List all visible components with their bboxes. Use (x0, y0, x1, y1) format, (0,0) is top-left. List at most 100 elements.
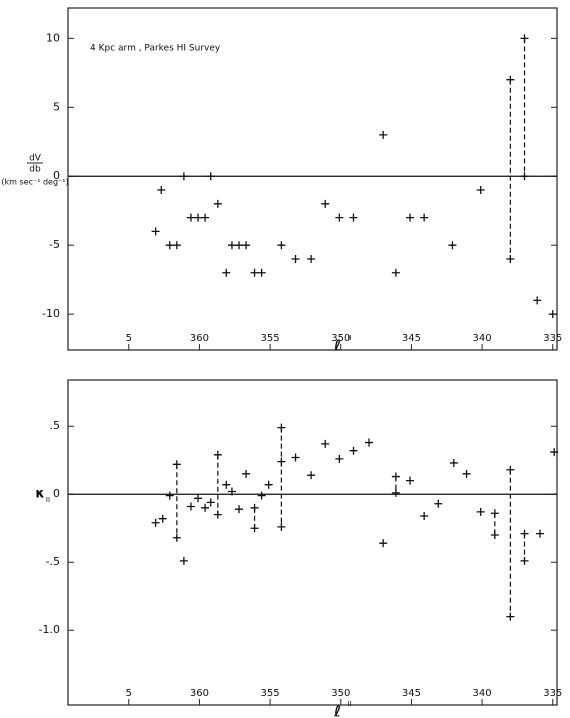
x-tick-label: 345 (402, 688, 421, 699)
point (536, 529, 545, 538)
point (520, 34, 529, 43)
point (520, 529, 529, 538)
point (277, 423, 286, 432)
point (157, 186, 166, 195)
point (476, 507, 485, 516)
y-tick-label: 0 (53, 169, 60, 182)
point (213, 510, 222, 519)
x-tick-label: 350 (331, 688, 350, 699)
point (213, 199, 222, 208)
point (250, 524, 259, 533)
point (321, 199, 330, 208)
point (307, 471, 316, 480)
y-tick-label: 10 (46, 31, 60, 44)
point (227, 241, 236, 250)
point (379, 539, 388, 548)
y-tick-label: 0 (53, 487, 60, 500)
point (391, 488, 400, 497)
point (506, 465, 515, 474)
point (291, 453, 300, 462)
point (242, 469, 251, 478)
x-tick-label: 355 (261, 688, 280, 699)
point (277, 522, 286, 531)
point (235, 241, 244, 250)
point (250, 503, 259, 512)
point (257, 268, 266, 277)
y-label-units: (km sec⁻¹ deg⁻¹) (1, 178, 68, 187)
point (165, 241, 174, 250)
point (335, 213, 344, 222)
point (172, 533, 181, 542)
x-label-superscript: II (348, 700, 352, 708)
point (379, 130, 388, 139)
point (257, 491, 266, 500)
point (172, 241, 181, 250)
point (420, 213, 429, 222)
point (520, 556, 529, 565)
point (533, 296, 542, 305)
y-label-subscript: II (46, 496, 50, 504)
y-tick-label: -.5 (46, 555, 60, 568)
point (462, 469, 471, 478)
point (250, 268, 259, 277)
point (179, 172, 188, 181)
point (277, 457, 286, 466)
y-label-denominator: db (29, 165, 41, 175)
y-tick-label: -10 (42, 307, 60, 320)
point (490, 509, 499, 518)
point (307, 254, 316, 263)
point (235, 505, 244, 514)
point (277, 241, 286, 250)
x-tick-label: 350 (331, 333, 350, 344)
point (321, 439, 330, 448)
point (179, 556, 188, 565)
point (476, 186, 485, 195)
y-tick-label: -1.0 (39, 623, 60, 636)
point (391, 268, 400, 277)
point (201, 503, 210, 512)
x-tick-label: 340 (473, 688, 492, 699)
x-tick-label: 340 (473, 333, 492, 344)
x-label-superscript: II (348, 334, 352, 342)
point (406, 213, 415, 222)
point (158, 514, 167, 523)
point (194, 213, 203, 222)
y-label-numerator: dV (29, 154, 42, 164)
point (520, 172, 529, 181)
point (349, 446, 358, 455)
y-tick-label: -5 (49, 238, 60, 251)
point (420, 511, 429, 520)
x-label: ℓ (333, 337, 341, 355)
y-tick-label: .5 (50, 419, 61, 432)
point (151, 518, 160, 527)
x-label: ℓ (333, 703, 341, 718)
plot-frame (67, 7, 558, 351)
point (506, 612, 515, 621)
x-tick-label: 345 (402, 333, 421, 344)
point (201, 213, 210, 222)
point (227, 487, 236, 496)
point (206, 172, 215, 181)
point (291, 254, 300, 263)
x-tick-label: 5 (126, 688, 132, 699)
point (264, 480, 273, 489)
x-tick-label: 355 (261, 333, 280, 344)
plot-frame (67, 379, 558, 706)
point (448, 241, 457, 250)
point (172, 460, 181, 469)
x-tick-label: 5 (126, 333, 132, 344)
point (391, 472, 400, 481)
point (349, 213, 358, 222)
point (506, 75, 515, 84)
x-tick-label: 360 (190, 333, 209, 344)
point (165, 491, 174, 500)
point (506, 254, 515, 263)
point (550, 448, 559, 457)
point (490, 531, 499, 540)
point (222, 480, 231, 489)
point (406, 476, 415, 485)
annotation: 4 Kpc arm , Parkes HI Survey (90, 44, 221, 54)
point (222, 268, 231, 277)
point (186, 502, 195, 511)
